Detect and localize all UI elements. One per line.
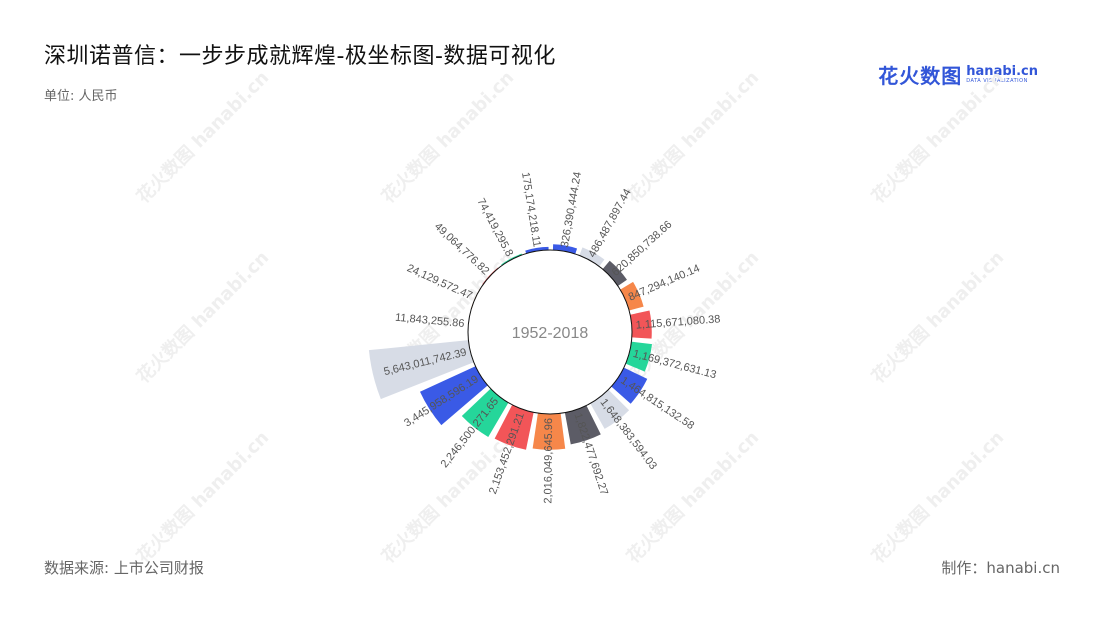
polar-bar xyxy=(564,405,601,445)
value-label: 24,129,572.47 xyxy=(405,262,474,302)
value-label: 620,850,738.66 xyxy=(610,219,675,279)
value-label: 2,016,049,645.96 xyxy=(542,418,555,504)
value-label: 175,174,218.11 xyxy=(519,171,543,248)
value-label: 49,064,776.82 xyxy=(432,221,492,278)
polar-bar xyxy=(602,260,627,286)
polar-bar xyxy=(552,244,578,254)
value-label: 326,390,444.24 xyxy=(559,171,584,248)
polar-bar xyxy=(461,388,509,437)
value-label: 11,843,255.86 xyxy=(395,312,465,330)
unit-label: 单位: 人民币 xyxy=(44,89,118,104)
center-label: 1952-2018 xyxy=(512,325,589,342)
polar-bar xyxy=(625,341,653,372)
logo-cn-text: 花火数图 xyxy=(878,64,963,88)
brand-logo: 花火数图 hanabi.cn DATA VISUALIZATION xyxy=(878,60,1038,89)
center-circle xyxy=(467,249,633,415)
value-label: 74,419,295.8 xyxy=(474,196,515,258)
polar-bar xyxy=(590,389,630,429)
polar-bar xyxy=(579,247,605,267)
polar-bar xyxy=(611,367,648,404)
polar-bar xyxy=(532,413,566,450)
logo-en-text: hanabi.cn xyxy=(966,63,1038,79)
value-label: 847,294,140.14 xyxy=(627,263,702,304)
polar-bar xyxy=(368,340,474,400)
data-source: 数据来源: 上市公司财报 xyxy=(44,559,204,577)
bars-group xyxy=(368,244,653,450)
value-label: 1,464,815,132.58 xyxy=(618,375,696,432)
polar-bar xyxy=(630,310,652,339)
polar-bar xyxy=(620,281,644,311)
polar-bar xyxy=(494,404,534,450)
logo-subtitle: DATA VISUALIZATION xyxy=(966,77,1028,84)
chart-title: 深圳诺普信：一步步成就辉煌-极坐标图-数据可视化 xyxy=(44,44,556,69)
value-label: 1,648,383,594.03 xyxy=(598,397,660,472)
credit-label: 制作：hanabi.cn xyxy=(941,559,1060,577)
value-label: 486,487,897.44 xyxy=(586,187,634,260)
polar-bar xyxy=(419,366,488,426)
